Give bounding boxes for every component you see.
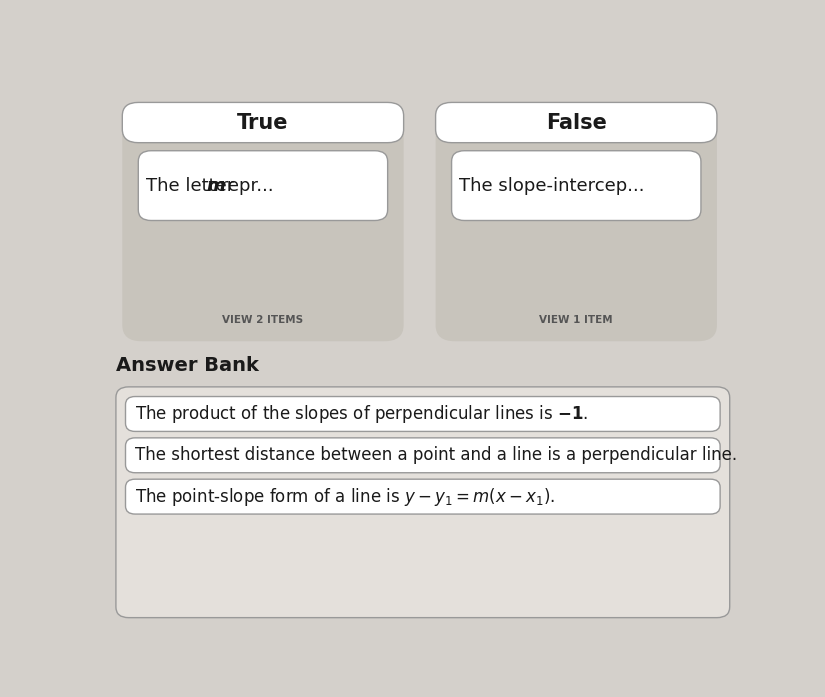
FancyBboxPatch shape — [125, 397, 720, 431]
Text: Answer Bank: Answer Bank — [116, 356, 259, 376]
FancyBboxPatch shape — [451, 151, 701, 220]
FancyBboxPatch shape — [139, 151, 388, 220]
Text: VIEW 1 ITEM: VIEW 1 ITEM — [540, 315, 613, 325]
FancyBboxPatch shape — [122, 105, 403, 342]
FancyBboxPatch shape — [116, 387, 729, 618]
FancyBboxPatch shape — [125, 438, 720, 473]
Text: False: False — [546, 112, 606, 132]
Text: m: m — [207, 176, 225, 194]
Text: The letter: The letter — [146, 176, 240, 194]
Text: The slope-intercep...: The slope-intercep... — [460, 176, 645, 194]
Text: True: True — [238, 112, 289, 132]
FancyBboxPatch shape — [122, 102, 403, 143]
FancyBboxPatch shape — [125, 479, 720, 514]
FancyBboxPatch shape — [436, 105, 717, 342]
Text: The product of the slopes of perpendicular lines is $\mathbf{-1}$.: The product of the slopes of perpendicul… — [135, 403, 588, 425]
Text: repr...: repr... — [215, 176, 274, 194]
FancyBboxPatch shape — [436, 102, 717, 143]
Text: The point-slope form of a line is $y-y_1=m(x-x_1)$.: The point-slope form of a line is $y-y_1… — [135, 486, 555, 507]
Text: The shortest distance between a point and a line is a perpendicular line.: The shortest distance between a point an… — [135, 446, 738, 464]
Text: VIEW 2 ITEMS: VIEW 2 ITEMS — [223, 315, 304, 325]
